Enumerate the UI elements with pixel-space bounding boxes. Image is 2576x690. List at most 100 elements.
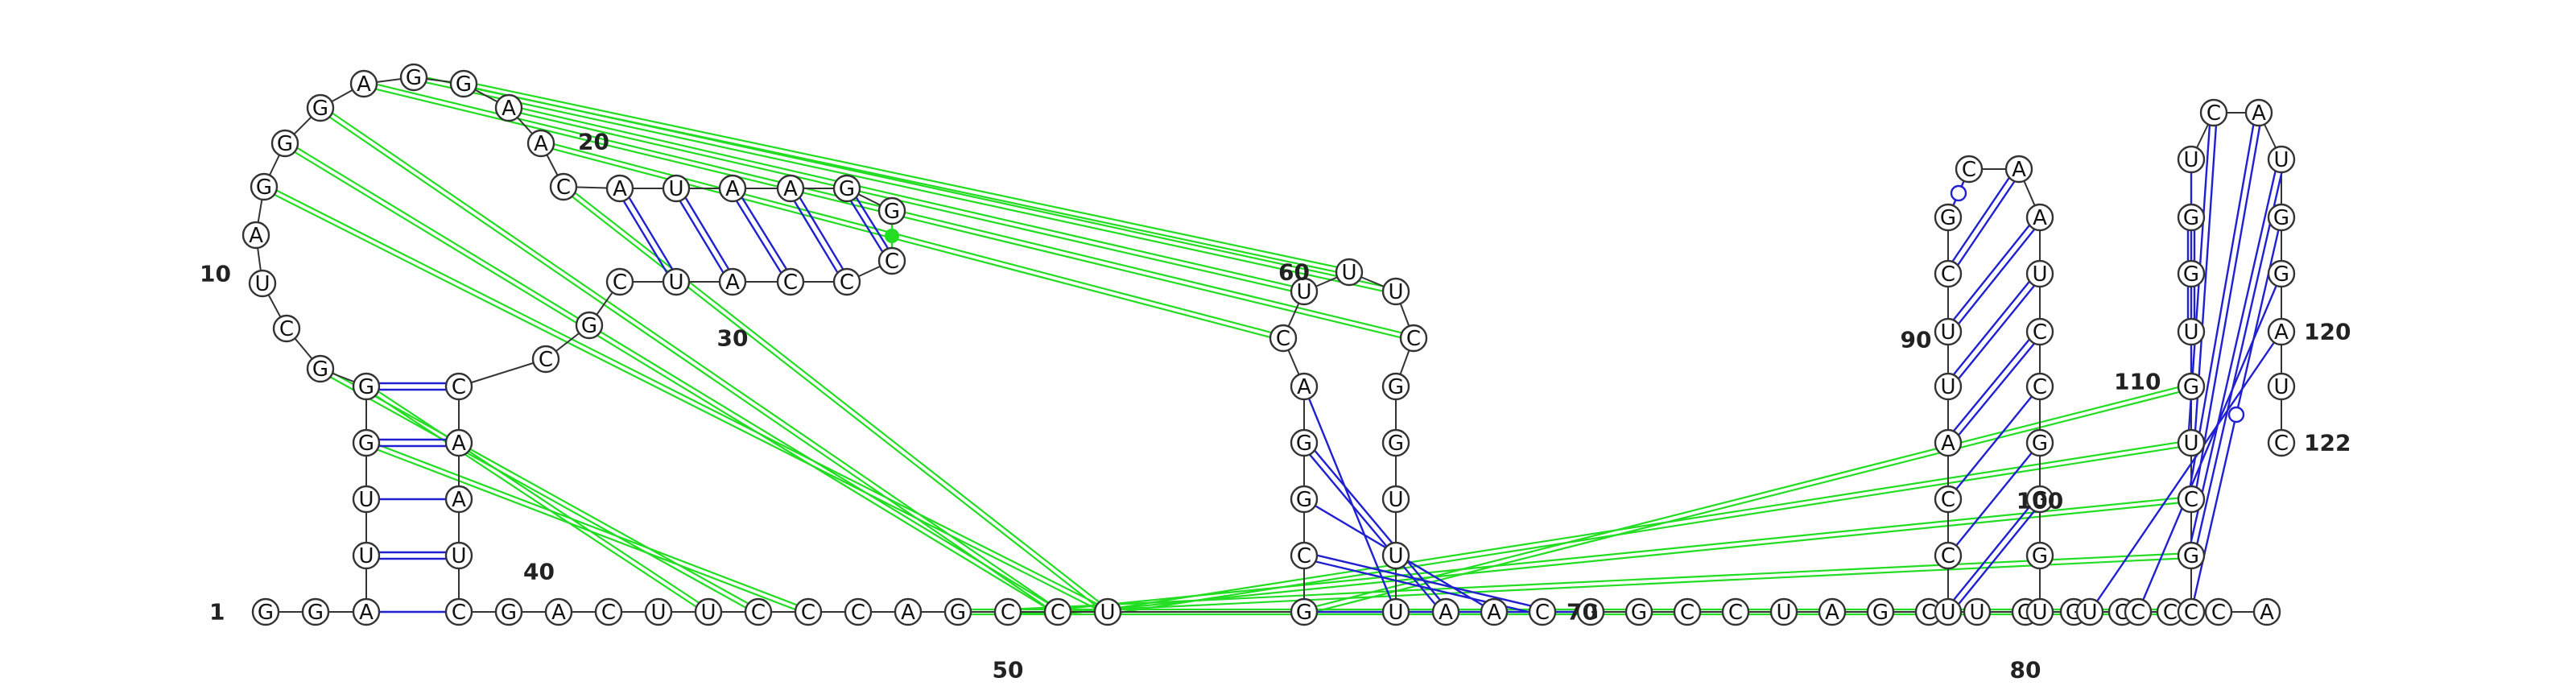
nucleotide-circle	[2004, 155, 2033, 184]
nucleotide-letter: U	[2273, 148, 2289, 172]
nucleotide-letter: G	[358, 375, 374, 399]
nucleotide-circle	[1290, 485, 1319, 514]
nucleotide-letter: G	[258, 601, 274, 625]
nucleotide-letter: G	[1388, 432, 1404, 456]
nucleotide-circle	[2267, 428, 2296, 457]
nucleotide-85: A	[2252, 597, 2281, 626]
nucleotide-letter: U	[2183, 432, 2198, 456]
nucleotide-letter: C	[1297, 544, 1311, 568]
number-label-70: 70	[1567, 599, 1598, 626]
number-label-1: 1	[209, 599, 225, 626]
nucleotide-121: U	[2267, 372, 2296, 401]
number-label-10: 10	[200, 261, 231, 287]
nucleotide-letter: C	[539, 348, 553, 372]
number-label-text: 100	[2017, 488, 2063, 514]
number-label-text: 50	[993, 657, 1024, 684]
nucleotide-6: G	[352, 428, 381, 457]
nucleotide-99: C	[2025, 372, 2054, 401]
nucleotide-circle	[544, 597, 573, 626]
nucleotide-letter: C	[1001, 601, 1015, 625]
nucleotide-circle	[2075, 597, 2104, 626]
nucleotide-53: G	[1290, 597, 1319, 626]
nucleotide-letter: A	[1941, 432, 1955, 456]
nucleotide-circle	[2177, 145, 2206, 174]
nucleotide-7: G	[352, 372, 381, 401]
nucleotide-37: A	[444, 485, 473, 514]
nucleotide-circle	[2177, 259, 2206, 288]
nucleotide-27: C	[877, 246, 906, 275]
nucleotide-letter: C	[2163, 601, 2178, 625]
nucleotide-59: U	[1290, 277, 1319, 306]
nucleotide-50: C	[993, 597, 1022, 626]
nucleotide-letter: G	[2273, 262, 2289, 287]
nucleotide-41: A	[544, 597, 573, 626]
nucleotide-4: U	[352, 541, 381, 570]
nucleotide-circle	[1431, 597, 1460, 626]
nucleotide-letter: G	[1872, 601, 1889, 625]
base-pair-line	[1944, 271, 2038, 386]
nucleotide-letter: U	[2183, 148, 2198, 172]
nucleotide-circle	[444, 485, 473, 514]
nucleotide-circle	[1381, 597, 1410, 626]
nucleotide-letter: A	[2274, 320, 2289, 345]
nucleotide-96: A	[2025, 203, 2054, 232]
pseudoknot-line	[1107, 439, 2191, 611]
nucleotide-letter: C	[1962, 158, 1976, 182]
base-pair-line	[1950, 333, 2044, 446]
nucleotide-letter: C	[279, 317, 294, 341]
nucleotide-120: A	[2267, 317, 2296, 346]
nucleotide-circle	[449, 69, 478, 98]
nucleotide-circle	[1381, 428, 1410, 457]
nucleotide-circle	[444, 428, 473, 457]
nucleotide-circle	[1399, 324, 1428, 353]
nucleotide-letter: U	[358, 488, 374, 512]
nucleotide-57: A	[1290, 372, 1319, 401]
nucleotide-105: C	[2124, 597, 2153, 626]
nucleotide-15: A	[349, 69, 378, 98]
nucleotide-circle	[526, 129, 555, 158]
base-pair-line	[621, 186, 680, 281]
base-pair-line	[2186, 158, 2280, 556]
nucleotide-circle	[1290, 277, 1319, 306]
base-pair-line	[1306, 440, 1449, 611]
nucleotide-101: G	[2025, 485, 2054, 514]
nucleotide-circle	[352, 428, 381, 457]
nucleotide-circle	[2025, 259, 2054, 288]
nucleotide-75: U	[1769, 597, 1798, 626]
nucleotide-66: U	[1381, 541, 1410, 570]
nucleotide-90: U	[1934, 372, 1963, 401]
nucleotide-circle	[251, 597, 280, 626]
nucleotide-circle	[2025, 428, 2054, 457]
base-pair-line	[1944, 214, 2038, 331]
nucleotide-letter: G	[884, 200, 900, 224]
nucleotide-circle	[1290, 428, 1319, 457]
nucleotide-23: A	[718, 174, 747, 203]
nucleotide-letter: C	[613, 271, 627, 295]
nucleotide-letter: G	[2183, 375, 2199, 399]
nucleotide-circle	[1934, 317, 1963, 346]
nucleotide-circle	[1934, 428, 1963, 457]
nucleotide-circle	[494, 597, 523, 626]
nucleotide-letter: G	[2273, 206, 2289, 230]
nucleotide-letter: U	[1969, 601, 1984, 625]
nucleotide-circle	[352, 541, 381, 570]
nucleotide-39: C	[444, 597, 473, 626]
nucleotide-40: G	[494, 597, 523, 626]
nucleotide-61: U	[1381, 277, 1410, 306]
base-pair-line	[786, 189, 845, 284]
nucleotide-11: A	[242, 221, 270, 250]
nucleotide-letter: C	[1922, 601, 1936, 625]
nucleotide-circle	[2199, 98, 2228, 127]
nucleotide-94: C	[1955, 155, 1984, 184]
base-pair-line	[2136, 273, 2283, 613]
nucleotide-18: A	[494, 93, 523, 122]
nucleotide-19: A	[526, 129, 555, 158]
nucleotide-letter: C	[840, 271, 854, 295]
nucleotide-circle	[549, 172, 578, 201]
nucleotide-31: U	[662, 267, 691, 296]
pseudoknot-line	[508, 109, 1304, 295]
nucleotide-letter: G	[308, 601, 324, 625]
number-label-text: 1	[209, 599, 225, 626]
nucleotide-letter: C	[1535, 601, 1550, 625]
nucleotide-letter: U	[1776, 601, 1791, 625]
